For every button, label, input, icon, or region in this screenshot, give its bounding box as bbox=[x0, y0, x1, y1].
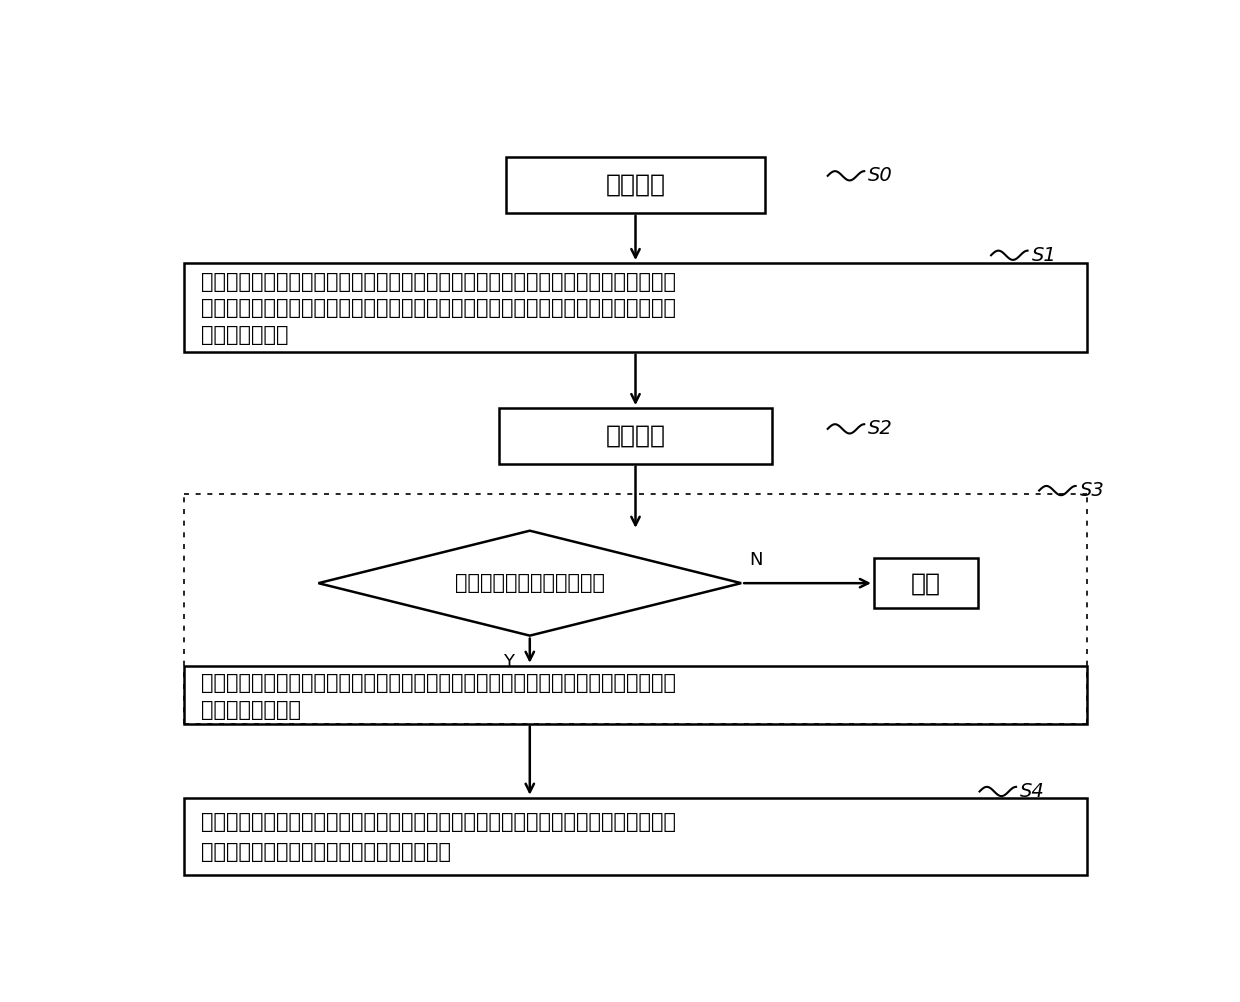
Text: 共享给他人操作: 共享给他人操作 bbox=[201, 325, 289, 345]
Text: 之后产生项目文件: 之后产生项目文件 bbox=[201, 699, 301, 719]
Text: 向云端服务器上传测序数据，在项目管理模块中建立项目，同时在云端服务器上传客户: 向云端服务器上传测序数据，在项目管理模块中建立项目，同时在云端服务器上传客户 bbox=[201, 273, 676, 293]
Text: S4: S4 bbox=[1019, 782, 1044, 801]
Text: 报错: 报错 bbox=[910, 571, 941, 595]
Text: 在基础分析任务提交模块中，用户可以通过可视化界面对测序数据进行参数分析，分析: 在基础分析任务提交模块中，用户可以通过可视化界面对测序数据进行参数分析，分析 bbox=[201, 673, 676, 693]
Bar bbox=[506, 157, 765, 212]
Bar bbox=[184, 798, 1087, 875]
Text: 件进行二次分析和统计，得到直观呈现的报告: 件进行二次分析和统计，得到直观呈现的报告 bbox=[201, 843, 451, 863]
Polygon shape bbox=[319, 531, 742, 635]
Text: S2: S2 bbox=[868, 420, 893, 438]
Text: 创建项目: 创建项目 bbox=[605, 173, 666, 197]
Text: S3: S3 bbox=[1080, 481, 1105, 500]
Bar bbox=[498, 408, 773, 464]
Bar bbox=[184, 263, 1087, 352]
Bar bbox=[184, 665, 1087, 723]
Text: 进行判定数据质控是否合格: 进行判定数据质控是否合格 bbox=[455, 573, 605, 593]
Text: S1: S1 bbox=[1032, 245, 1056, 265]
Text: 的数据库或者选择使用线上的数据库，并且在该项目管理模块中可以进行项目锁定或者: 的数据库或者选择使用线上的数据库，并且在该项目管理模块中可以进行项目锁定或者 bbox=[201, 299, 676, 319]
Bar bbox=[874, 558, 977, 608]
Text: S0: S0 bbox=[868, 166, 893, 185]
Text: Y: Y bbox=[503, 652, 515, 670]
Text: N: N bbox=[749, 551, 763, 569]
Text: 建立任务: 建立任务 bbox=[605, 424, 666, 448]
Text: 产生的项目文件传送至交互式结果分析模块中进行交互式分析，根据用户需求对项目文: 产生的项目文件传送至交互式结果分析模块中进行交互式分析，根据用户需求对项目文 bbox=[201, 812, 676, 832]
